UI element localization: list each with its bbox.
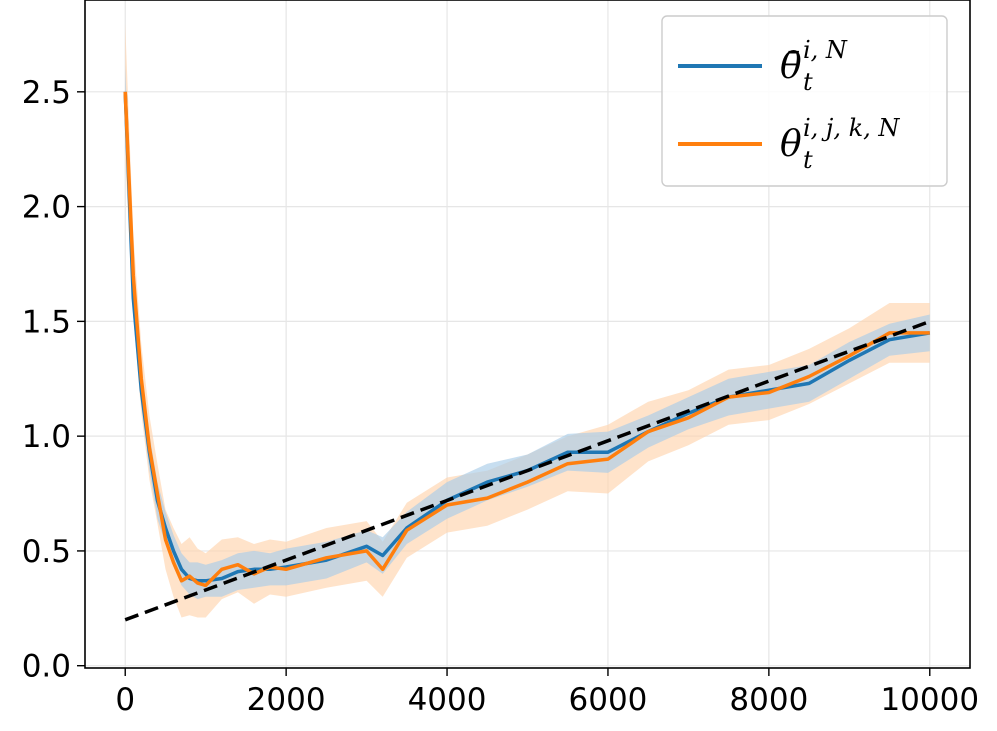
x-tick-label: 4000	[408, 682, 487, 718]
axis-ticks: 0 2000 4000 6000 8000 10000 0.0 0.5 1.0 1.5 2.0 2.5	[22, 75, 979, 718]
legend: θ̄ i, N tθ i, j, k, N t	[661, 15, 948, 187]
y-tick-label: 2.5	[22, 75, 71, 111]
y-tick-label: 2.0	[22, 190, 71, 226]
y-tick-label: 1.0	[22, 419, 71, 455]
x-tick-label: 2000	[247, 682, 326, 718]
series-line	[123, 91, 930, 588]
y-tick-label: 0.5	[22, 534, 71, 570]
plot-frame	[84, 0, 971, 669]
series-lines	[123, 91, 931, 622]
confidence-bands	[125, 23, 930, 618]
legend-subscript: t	[803, 146, 813, 174]
legend-label: θ	[780, 124, 802, 165]
trend-line	[124, 319, 931, 622]
legend-subscript: t	[803, 68, 813, 96]
x-tick-label: 6000	[569, 682, 648, 718]
x-tick-label: 10000	[880, 682, 979, 718]
x-tick-label: 8000	[729, 682, 808, 718]
legend-superscript: i, j, k, N	[803, 114, 900, 142]
legend-superscript: i, N	[803, 36, 848, 64]
y-tick-label: 1.5	[22, 304, 71, 340]
x-tick-label: 0	[115, 682, 135, 718]
y-tick-label: 0.0	[22, 649, 71, 685]
confidence-band	[125, 23, 930, 618]
legend-label: θ̄	[780, 46, 802, 87]
